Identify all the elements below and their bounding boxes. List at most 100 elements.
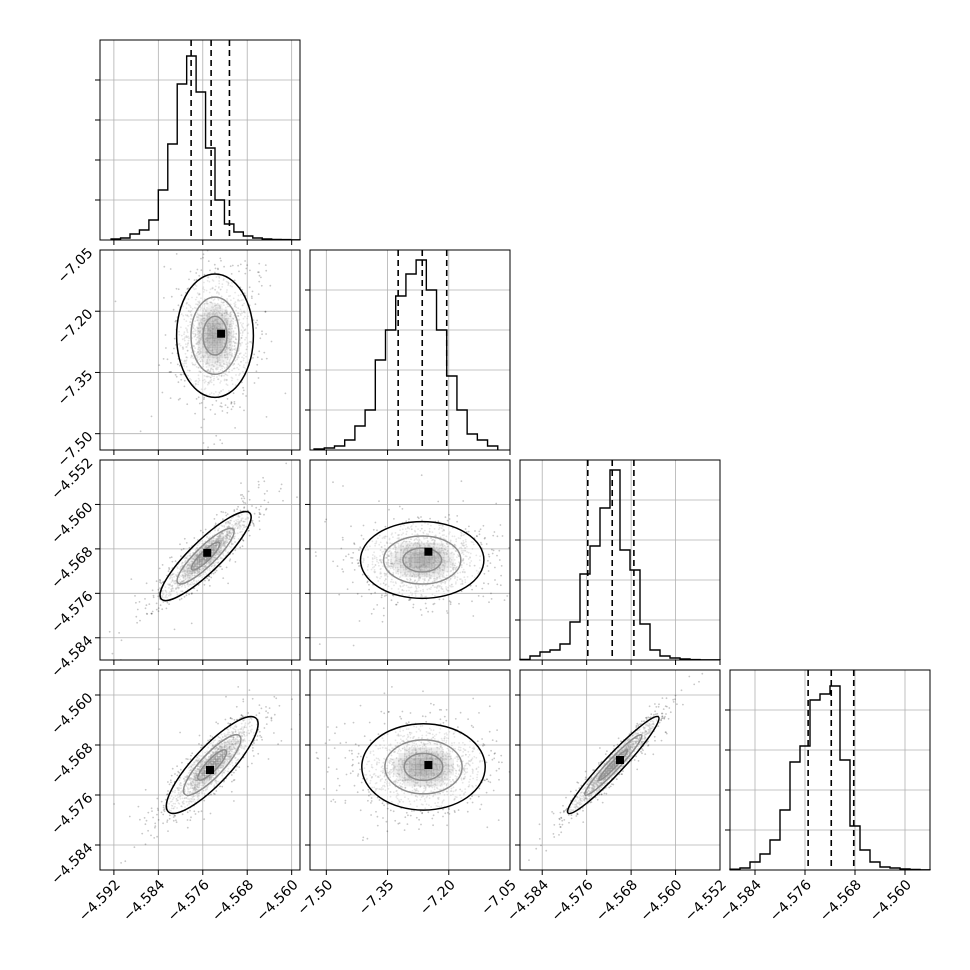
sample-point <box>238 270 240 273</box>
sample-point <box>258 516 260 519</box>
sample-point <box>252 357 254 359</box>
sample-point <box>167 790 169 792</box>
scatter-points <box>113 686 300 864</box>
sample-point <box>147 811 150 814</box>
sample-point <box>356 559 359 561</box>
sample-point <box>229 242 231 244</box>
sample-point <box>203 398 205 400</box>
sample-point <box>488 555 491 558</box>
sample-point <box>161 608 164 611</box>
sample-point <box>500 565 503 567</box>
sample-point <box>170 295 173 298</box>
sample-point <box>215 399 218 402</box>
sample-point <box>357 562 359 565</box>
sample-point <box>395 603 397 606</box>
sample-point <box>485 543 488 545</box>
sample-point <box>200 744 203 747</box>
sample-point <box>170 371 173 373</box>
sample-point <box>258 350 261 353</box>
sample-point <box>273 732 275 734</box>
sample-point <box>150 612 153 615</box>
sample-point <box>209 269 211 272</box>
panel-frame <box>309 249 511 451</box>
sample-point <box>193 537 196 539</box>
sample-point <box>239 263 242 266</box>
sample-point <box>265 333 267 335</box>
sample-point <box>152 594 155 597</box>
sample-point <box>384 592 387 594</box>
sample-point <box>174 814 177 817</box>
sample-point <box>353 543 356 546</box>
sample-point <box>158 578 161 581</box>
sample-point <box>209 585 211 587</box>
sample-point <box>138 601 141 603</box>
sample-point <box>242 386 245 389</box>
sample-point <box>134 595 136 597</box>
sample-point <box>242 500 244 503</box>
sample-point <box>268 707 271 709</box>
sample-point <box>229 265 232 268</box>
sample-point <box>338 593 341 596</box>
sample-point <box>213 518 216 520</box>
sample-point <box>206 577 209 580</box>
sample-point <box>118 632 120 634</box>
sample-point <box>263 480 266 483</box>
sample-point <box>225 566 228 569</box>
sample-point <box>257 271 259 274</box>
sample-point <box>260 505 262 508</box>
sample-point <box>219 439 222 441</box>
sample-point <box>239 494 242 496</box>
sample-point <box>266 490 268 492</box>
sample-point <box>194 412 197 415</box>
sample-point <box>221 568 224 570</box>
sample-point <box>242 700 245 703</box>
sample-point <box>220 405 223 408</box>
sample-point <box>179 768 182 771</box>
sample-point <box>146 613 149 615</box>
sample-point <box>492 534 495 537</box>
sample-point <box>200 402 203 404</box>
sample-point <box>240 714 243 717</box>
mode-marker <box>217 329 226 338</box>
sample-point <box>230 401 233 403</box>
sample-point <box>204 528 207 531</box>
sample-point <box>207 260 210 262</box>
sample-point <box>285 462 288 465</box>
sample-point <box>193 587 196 590</box>
sample-point <box>174 374 177 376</box>
sample-point <box>370 612 373 615</box>
sample-point <box>342 538 344 541</box>
sample-point <box>248 498 251 501</box>
sample-point <box>353 569 356 571</box>
sample-point <box>265 269 268 272</box>
sample-point <box>167 570 170 572</box>
sample-point <box>487 570 490 572</box>
sample-point <box>224 511 227 514</box>
sample-point <box>236 508 239 511</box>
sample-point <box>446 519 449 522</box>
sample-point <box>231 717 233 720</box>
sample-point <box>203 583 206 586</box>
sample-point <box>190 593 193 595</box>
sample-point <box>325 518 328 521</box>
sample-point <box>215 569 218 572</box>
sample-point <box>169 371 172 373</box>
sample-point <box>260 284 263 287</box>
sample-point <box>481 587 484 590</box>
sample-point <box>474 530 476 532</box>
sample-point <box>145 604 148 607</box>
sample-point <box>214 524 217 526</box>
sample-point <box>496 535 499 538</box>
sample-point <box>151 589 154 592</box>
sample-point <box>232 392 235 395</box>
sample-point <box>471 588 473 591</box>
sample-point <box>225 514 228 517</box>
sample-point <box>187 287 190 290</box>
sample-point <box>408 599 410 601</box>
sample-point <box>214 267 217 270</box>
sample-point <box>255 370 258 373</box>
sample-point <box>202 531 204 534</box>
sample-point <box>477 595 480 597</box>
scatter-panel-0-3 <box>95 669 301 875</box>
sample-point <box>158 567 161 570</box>
